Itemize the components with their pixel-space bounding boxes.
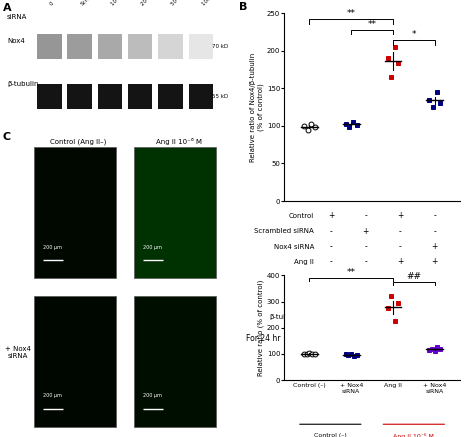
Text: 50 nM: 50 nM [171, 0, 186, 7]
Text: -: - [365, 212, 367, 220]
Text: -: - [330, 257, 333, 267]
Bar [308, 312, 329, 328]
Y-axis label: Relative ratio (% of control): Relative ratio (% of control) [257, 280, 264, 376]
Text: **: ** [346, 268, 356, 277]
Text: siRNA: siRNA [7, 14, 27, 21]
Text: Nox4: Nox4 [283, 281, 301, 288]
Text: Control (Ang II–): Control (Ang II–) [50, 139, 107, 145]
Text: 200 μm: 200 μm [144, 393, 162, 399]
Text: 100 nM: 100 nM [201, 0, 219, 7]
Text: Ang II: Ang II [294, 259, 314, 265]
Text: -: - [365, 242, 367, 251]
Bar [308, 279, 329, 295]
Bar [134, 296, 216, 427]
Text: **: ** [346, 9, 356, 18]
Text: Nox4 siRNA: Nox4 siRNA [273, 243, 314, 250]
Text: A: A [2, 3, 11, 13]
Y-axis label: Relative ratio of Nox4/β-tubulin
(% of control): Relative ratio of Nox4/β-tubulin (% of c… [250, 52, 264, 162]
Text: 20 nM: 20 nM [140, 0, 155, 7]
Bar [368, 279, 390, 295]
Bar [128, 34, 153, 59]
Bar [189, 34, 213, 59]
Text: B: B [239, 2, 248, 12]
Bar [134, 147, 216, 278]
Text: -: - [433, 227, 436, 236]
Bar [394, 279, 415, 295]
Bar [158, 34, 183, 59]
Bar [333, 312, 355, 328]
Text: +: + [397, 257, 403, 267]
Bar [98, 84, 122, 109]
Bar [98, 34, 122, 59]
Text: +: + [431, 257, 438, 267]
Text: Control: Control [289, 213, 314, 219]
Text: -: - [399, 227, 401, 236]
Bar [37, 84, 62, 109]
Text: Ang II 10⁻⁶ M: Ang II 10⁻⁶ M [393, 433, 434, 437]
Text: β-tubulin: β-tubulin [7, 81, 38, 87]
Text: 200 μm: 200 μm [144, 245, 162, 250]
Bar [37, 34, 62, 59]
Text: 10 nM: 10 nM [110, 0, 125, 7]
Text: 0: 0 [49, 0, 55, 7]
Text: +: + [397, 212, 403, 220]
Text: C: C [2, 132, 10, 142]
Text: 55 kD: 55 kD [212, 94, 228, 99]
Bar [67, 84, 92, 109]
Text: Scrambled: Scrambled [80, 0, 104, 7]
Text: 70 kD: 70 kD [438, 282, 456, 287]
Text: +: + [363, 227, 369, 236]
Text: -: - [433, 212, 436, 220]
Text: -: - [330, 242, 333, 251]
Text: + Nox4
siRNA: + Nox4 siRNA [5, 346, 31, 359]
Text: *: * [411, 31, 416, 39]
Bar [158, 84, 183, 109]
Text: Scrambled siRNA: Scrambled siRNA [254, 228, 314, 234]
Bar [368, 312, 390, 328]
Text: -: - [330, 227, 333, 236]
Text: 200 μm: 200 μm [43, 393, 62, 399]
Text: Nox4: Nox4 [7, 38, 25, 44]
Bar [333, 279, 355, 295]
Text: For 24 hr: For 24 hr [246, 334, 281, 343]
Bar [67, 34, 92, 59]
Bar [34, 147, 116, 278]
Bar [34, 296, 116, 427]
Bar [394, 312, 415, 328]
Text: ##: ## [406, 272, 421, 281]
Text: +: + [431, 242, 438, 251]
Text: **: ** [368, 20, 376, 29]
Text: Control (–): Control (–) [314, 433, 346, 437]
Text: 55 kD: 55 kD [438, 315, 456, 320]
Bar [128, 84, 153, 109]
Text: -: - [365, 257, 367, 267]
Text: β-tubulin: β-tubulin [270, 315, 301, 320]
Text: 70 kD: 70 kD [212, 44, 228, 49]
Text: +: + [328, 212, 335, 220]
Text: -: - [399, 242, 401, 251]
Text: 200 μm: 200 μm [43, 245, 62, 250]
Text: Ang II 10⁻⁶ M: Ang II 10⁻⁶ M [155, 139, 201, 146]
Bar [189, 84, 213, 109]
